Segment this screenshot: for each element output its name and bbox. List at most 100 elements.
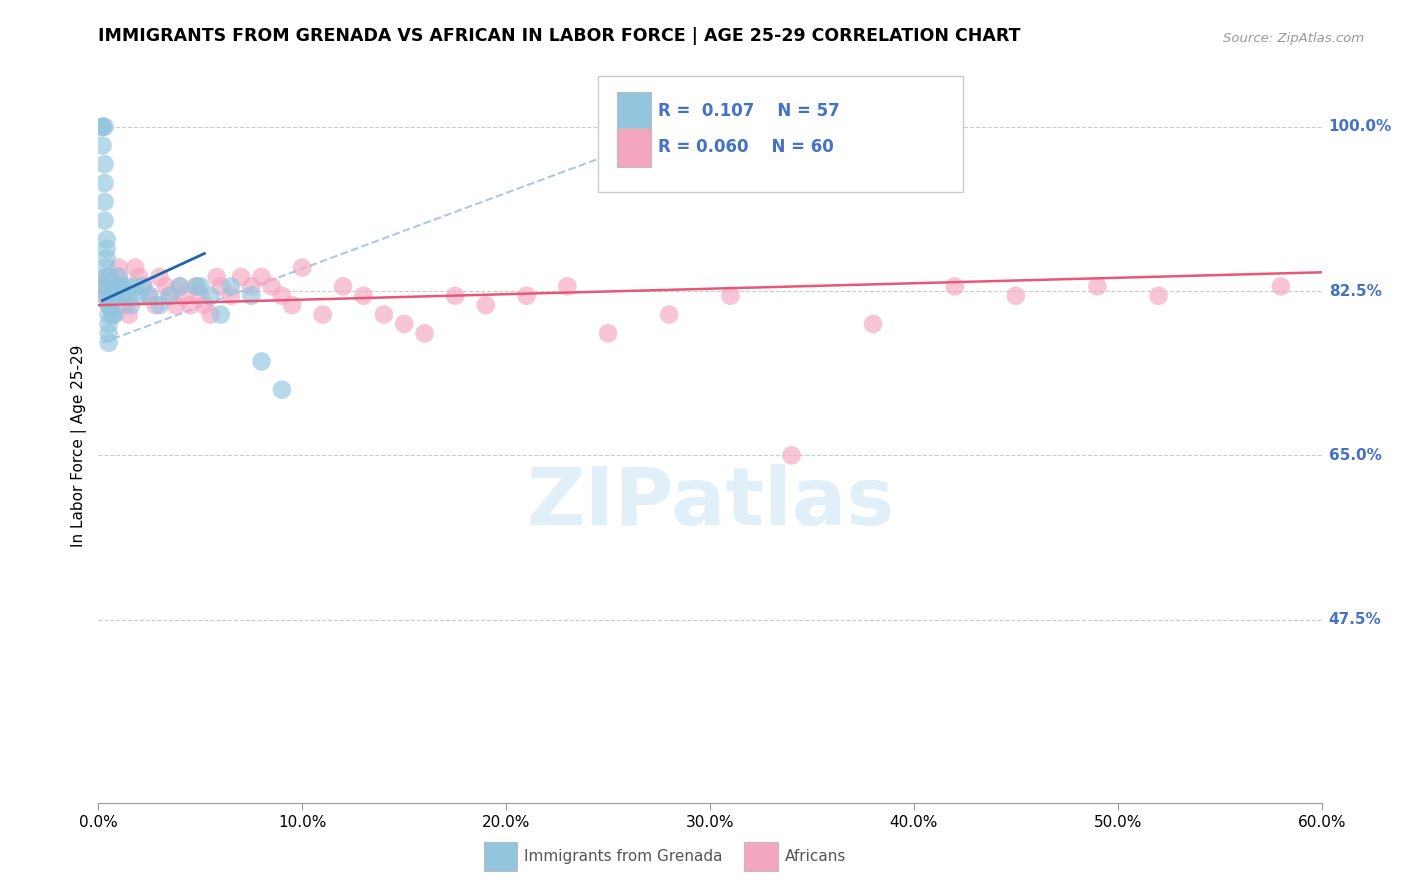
Point <box>444 289 467 303</box>
Text: 82.5%: 82.5% <box>1329 284 1382 299</box>
Point <box>96 279 118 293</box>
Point <box>97 289 120 303</box>
Point <box>124 260 146 275</box>
Point <box>96 251 118 265</box>
Point <box>104 289 127 303</box>
Point <box>209 308 232 322</box>
Point <box>165 298 187 312</box>
Point <box>96 270 118 285</box>
Point <box>97 279 120 293</box>
Point <box>101 279 124 293</box>
Point <box>118 289 141 303</box>
Point <box>188 279 212 293</box>
Point <box>219 289 242 303</box>
Point <box>281 298 304 312</box>
Point <box>101 308 124 322</box>
Point <box>209 279 232 293</box>
Point <box>100 289 122 303</box>
Point <box>219 279 242 293</box>
Point <box>200 308 222 322</box>
Point <box>97 298 120 312</box>
Point <box>291 260 314 275</box>
Text: ZIPatlas: ZIPatlas <box>526 464 894 542</box>
Text: R = 0.060    N = 60: R = 0.060 N = 60 <box>658 138 834 156</box>
Point <box>104 289 127 303</box>
Point <box>100 279 122 293</box>
Text: Immigrants from Grenada: Immigrants from Grenada <box>524 849 723 863</box>
Point <box>240 279 263 293</box>
Point <box>105 279 128 293</box>
Point <box>188 289 212 303</box>
Text: Africans: Africans <box>785 849 846 863</box>
Point <box>231 270 253 285</box>
Point <box>169 279 191 293</box>
Point <box>392 317 416 331</box>
Point <box>97 317 120 331</box>
Point <box>105 289 128 303</box>
Point <box>658 308 681 322</box>
Point <box>93 120 115 134</box>
Text: 100.0%: 100.0% <box>1329 120 1392 135</box>
Point <box>104 308 127 322</box>
Point <box>110 279 132 293</box>
Point <box>250 270 273 285</box>
Point <box>186 279 208 293</box>
Point <box>128 289 150 303</box>
Point <box>149 270 172 285</box>
Point <box>145 298 167 312</box>
Point <box>97 308 120 322</box>
Point <box>93 194 115 209</box>
Point <box>100 289 122 303</box>
Point <box>128 270 150 285</box>
Point <box>96 270 118 285</box>
Point <box>108 270 131 285</box>
Point <box>373 308 395 322</box>
Point <box>118 308 141 322</box>
Point <box>101 308 124 322</box>
Text: R =  0.107    N = 57: R = 0.107 N = 57 <box>658 103 839 120</box>
Point <box>108 260 131 275</box>
Point <box>114 279 136 293</box>
Point <box>120 298 142 312</box>
Point <box>155 279 177 293</box>
Point <box>93 213 115 227</box>
Point <box>97 279 120 293</box>
Text: IMMIGRANTS FROM GRENADA VS AFRICAN IN LABOR FORCE | AGE 25-29 CORRELATION CHART: IMMIGRANTS FROM GRENADA VS AFRICAN IN LA… <box>98 27 1021 45</box>
Point <box>97 298 120 312</box>
Point <box>186 279 208 293</box>
Point <box>91 120 114 134</box>
Point <box>159 289 181 303</box>
Point <box>270 289 294 303</box>
Text: 65.0%: 65.0% <box>1329 448 1382 463</box>
Point <box>516 289 538 303</box>
Point <box>1147 289 1170 303</box>
Point <box>96 232 118 246</box>
Point <box>93 157 115 171</box>
Point <box>91 138 114 153</box>
Point <box>91 120 114 134</box>
Point <box>93 289 115 303</box>
Point <box>108 270 131 285</box>
Text: Source: ZipAtlas.com: Source: ZipAtlas.com <box>1223 31 1364 45</box>
Point <box>138 289 160 303</box>
Point <box>159 289 181 303</box>
Point <box>114 298 136 312</box>
Point <box>169 279 191 293</box>
Point <box>240 289 263 303</box>
Point <box>179 298 201 312</box>
Point <box>132 279 155 293</box>
Point <box>862 317 884 331</box>
Point <box>205 270 228 285</box>
Point <box>111 289 134 303</box>
Point <box>250 354 273 368</box>
Point <box>104 279 127 293</box>
Point <box>93 176 115 190</box>
Point <box>108 279 131 293</box>
Point <box>555 279 579 293</box>
Point <box>111 289 134 303</box>
Point <box>138 289 160 303</box>
Point <box>97 335 120 350</box>
Point <box>270 383 294 397</box>
Point <box>1270 279 1292 293</box>
Point <box>97 326 120 341</box>
